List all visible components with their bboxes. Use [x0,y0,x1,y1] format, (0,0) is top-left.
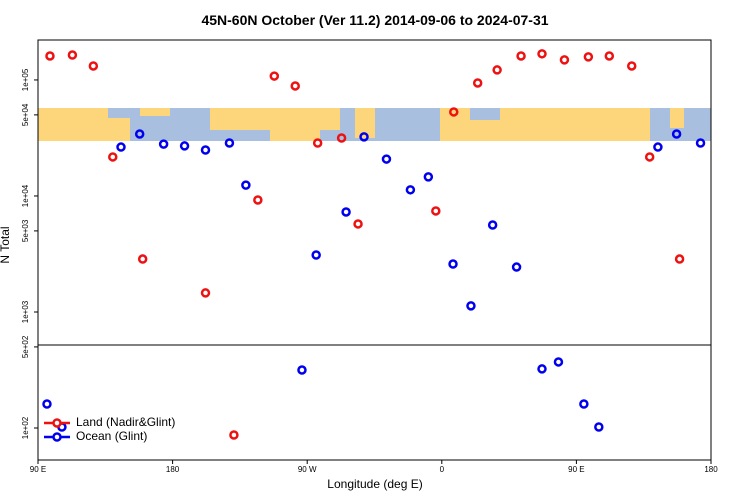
point [253,195,263,205]
point [290,81,300,91]
point [311,250,321,260]
point [67,50,78,60]
legend-marker [52,418,62,428]
point [405,185,416,195]
x-tick-label: 0 [440,465,445,474]
point [200,288,211,298]
legend-label: Ocean (Glint) [76,429,147,443]
y-tick-label: 1e+02 [21,416,30,439]
point [492,65,502,75]
y-tick-label: 1e+05 [21,68,30,91]
legend-marker [52,432,62,442]
point [423,172,434,182]
point [158,139,169,149]
point [674,254,685,264]
point [42,399,52,409]
point [381,154,392,164]
point [516,51,526,61]
point [583,52,594,62]
point [579,399,589,409]
point [487,220,498,230]
point [626,61,637,71]
y-tick-label: 1e+04 [21,184,30,207]
point [466,301,476,311]
point [537,364,547,374]
point [653,142,663,152]
point [695,138,706,148]
point [537,49,547,59]
point [644,152,655,162]
x-tick-label: 180 [166,465,180,474]
point [594,422,604,432]
point [108,152,118,162]
plot-frame [37,39,712,461]
point [448,259,458,269]
point [297,365,307,375]
point [88,61,99,71]
point [553,357,564,367]
point [341,207,351,217]
point [134,129,145,139]
x-tick-label: 90 E [568,465,584,474]
point [353,219,363,229]
point [241,180,251,190]
point [472,78,483,88]
point [511,262,522,272]
y-tick-label: 5e+02 [21,335,30,358]
point [229,430,239,440]
point [200,145,211,155]
point [559,55,570,65]
y-tick-label: 5e+03 [21,219,30,242]
x-tick-label: 90 E [30,465,46,474]
point [431,206,441,216]
point [336,133,347,143]
point [359,132,369,142]
point [269,71,280,81]
y-tick-label: 5e+04 [21,103,30,126]
map-band [38,108,711,141]
point [116,142,126,152]
x-tick-label: 90 W [298,465,317,474]
x-axis-label: Longitude (deg E) [327,477,422,491]
point [312,138,323,148]
y-tick-label: 1e+03 [21,300,30,323]
point [45,51,55,61]
legend-label: Land (Nadir&Glint) [76,415,175,429]
x-tick-label: 180 [704,465,718,474]
y-axis-label: N Total [0,226,12,263]
point [137,254,148,264]
point [671,129,682,139]
point [224,138,235,148]
point [179,141,190,151]
point [449,107,459,117]
point [604,51,615,61]
chart-title: 45N-60N October (Ver 11.2) 2014-09-06 to… [201,12,548,28]
